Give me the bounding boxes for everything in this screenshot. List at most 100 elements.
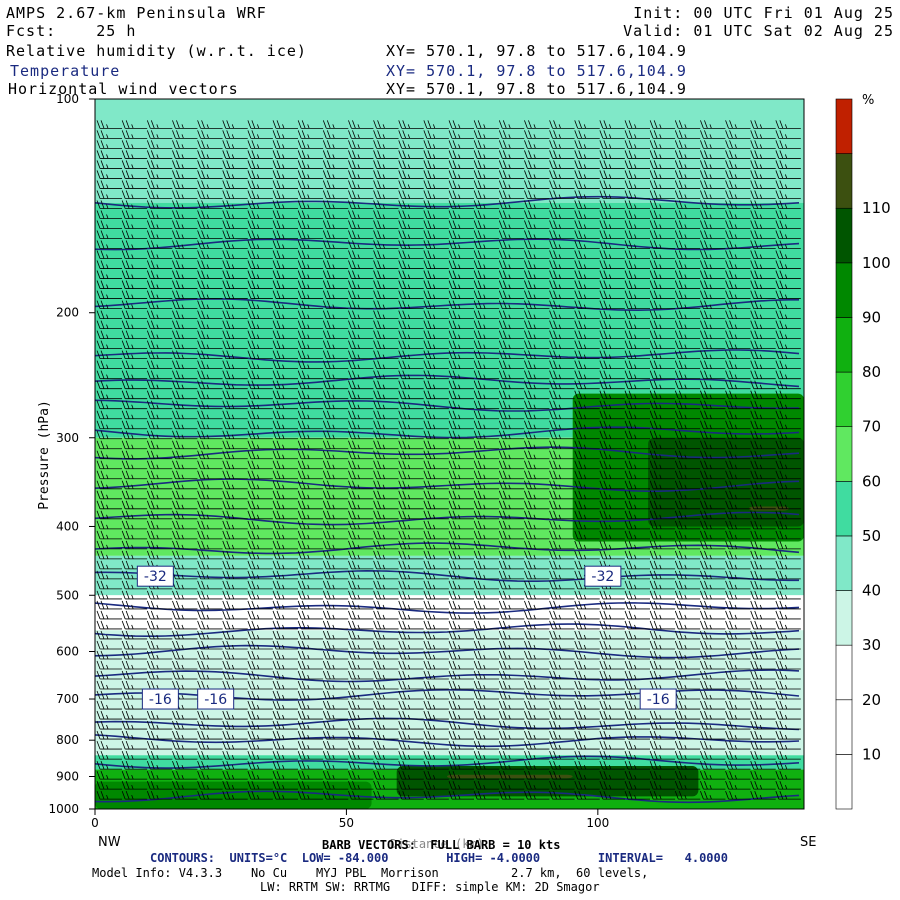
wind-barb	[398, 750, 424, 760]
wind-barb	[297, 791, 324, 800]
wind-barb	[498, 130, 525, 139]
wind-barb	[348, 610, 374, 620]
wind-barb	[172, 680, 198, 690]
wind-barb	[624, 220, 651, 229]
wind-barb	[297, 530, 324, 540]
wind-barb	[121, 570, 148, 580]
wind-barb	[524, 290, 550, 299]
wind-barb	[322, 320, 349, 330]
wind-barb	[649, 330, 676, 340]
wind-barb	[674, 360, 701, 370]
wind-barb	[121, 330, 148, 340]
wind-barb	[398, 250, 424, 259]
wind-barb	[448, 390, 475, 400]
wind-barb	[297, 480, 324, 490]
wind-barb	[423, 780, 449, 790]
wind-barb	[524, 190, 550, 199]
wind-barb	[146, 650, 173, 660]
wind-barb	[775, 430, 801, 440]
wind-barb	[146, 270, 173, 279]
wind-barb	[524, 760, 550, 770]
wind-barb	[448, 610, 475, 620]
wind-barb	[649, 580, 676, 590]
wind-barb	[674, 210, 701, 219]
wind-barb	[700, 590, 726, 600]
wind-barb	[348, 530, 374, 540]
wind-barb	[297, 490, 324, 500]
wind-barb	[524, 350, 550, 360]
wind-barb	[272, 450, 299, 460]
wind-barb	[649, 620, 676, 630]
wind-barb	[473, 630, 500, 640]
wind-barb	[348, 360, 374, 370]
wind-barb	[373, 160, 399, 169]
wind-barb	[649, 650, 676, 660]
wind-barb	[750, 560, 776, 570]
wind-barb	[524, 420, 550, 430]
wind-barb	[725, 550, 751, 560]
wind-barb	[272, 460, 299, 470]
wind-barb	[473, 220, 500, 229]
wind-barb	[247, 300, 273, 309]
wind-barb	[498, 710, 525, 720]
wind-barb	[649, 470, 676, 480]
wind-barb	[172, 440, 198, 450]
wind-barb	[700, 490, 726, 500]
wind-barb	[448, 230, 475, 239]
wind-barb	[121, 460, 148, 470]
wind-barb	[297, 570, 324, 580]
wind-barb	[322, 400, 349, 410]
y-tick-label: 500	[56, 588, 79, 602]
wind-barb	[524, 650, 550, 660]
wind-barb	[524, 660, 550, 670]
wind-barb	[448, 620, 475, 630]
wind-barb	[574, 470, 600, 480]
y-tick-label: 400	[56, 519, 79, 533]
wind-barb	[398, 170, 424, 179]
wind-barb	[272, 410, 299, 420]
wind-barb	[750, 370, 776, 380]
wind-barb	[373, 480, 399, 490]
wind-barb	[348, 620, 374, 630]
wind-barb	[775, 240, 801, 249]
wind-barb	[775, 140, 801, 149]
wind-barb	[172, 340, 198, 350]
wind-barb	[247, 690, 273, 700]
wind-barb	[448, 791, 475, 800]
wind-barb	[725, 720, 751, 730]
wind-barb	[197, 250, 223, 259]
wind-barb	[348, 780, 374, 790]
colorbar-tick-label: 40	[862, 582, 881, 600]
wind-barb	[222, 620, 248, 630]
wind-barb	[498, 730, 525, 740]
wind-barb	[549, 460, 575, 470]
wind-barb	[197, 590, 223, 600]
wind-barb	[775, 320, 801, 330]
wind-barb	[423, 450, 449, 460]
wind-barb	[473, 770, 500, 780]
wind-barb	[96, 770, 123, 780]
wind-barb	[322, 490, 349, 500]
wind-barb	[448, 640, 475, 650]
wind-barb	[574, 500, 600, 510]
temperature-contour	[95, 238, 800, 251]
wind-barb	[498, 720, 525, 730]
wind-barb	[121, 300, 148, 309]
wind-barb	[700, 210, 726, 219]
wind-barb	[549, 791, 575, 800]
wind-barb	[96, 600, 123, 610]
wind-barb	[247, 130, 273, 139]
wind-barb	[121, 791, 148, 800]
wind-barb	[222, 490, 248, 500]
wind-barb	[96, 791, 123, 800]
wind-barb	[373, 270, 399, 279]
wind-barb	[775, 160, 801, 169]
wind-barb	[297, 410, 324, 420]
wind-barb	[272, 220, 299, 229]
wind-barb	[624, 560, 651, 570]
wind-barb	[473, 260, 500, 269]
wind-barb	[473, 610, 500, 620]
colorbar-tick-label: 30	[862, 636, 881, 654]
colorbar-tick-label: 70	[862, 418, 881, 436]
wind-barb	[549, 480, 575, 490]
